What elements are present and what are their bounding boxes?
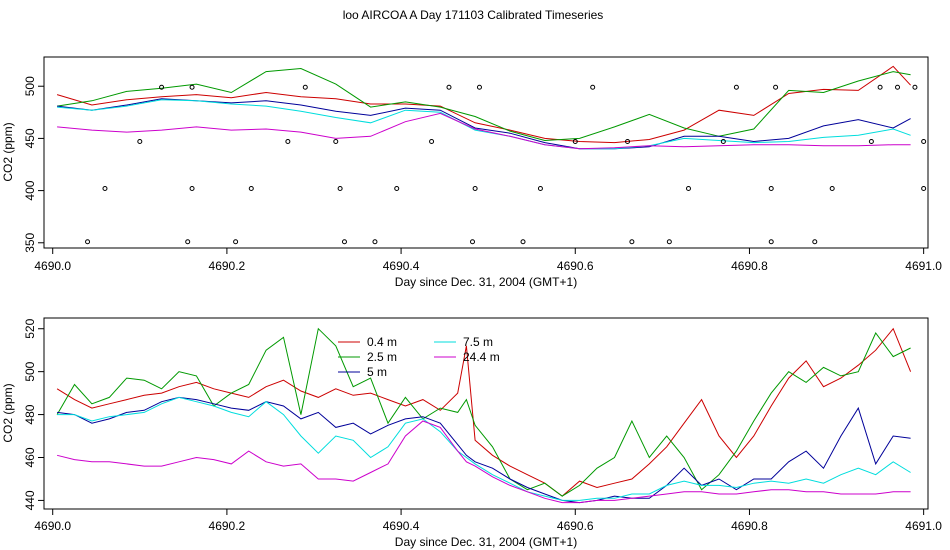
top-x-tick-label: 4690.6	[557, 259, 594, 273]
bottom-series-line-4	[56, 420, 911, 504]
bottom-series-line-2	[57, 396, 911, 504]
top-x-axis: 4690.0 4690.2 4690.4 4690.6 4690.8 4691.0	[34, 248, 942, 273]
data-point	[912, 84, 918, 90]
data-point	[572, 139, 578, 145]
data-point	[341, 239, 347, 245]
top-y-tick-label: 350	[23, 232, 37, 252]
top-y-tick-label: 450	[23, 128, 37, 148]
data-point	[159, 84, 165, 90]
top-x-tick-label: 4690.4	[383, 259, 420, 273]
top-panel: 4690.0 4690.2 4690.4 4690.6 4690.8 4691.0 350…	[1, 56, 942, 289]
data-point	[590, 84, 596, 90]
bottom-x-axis: 4690.0 4690.2 4690.4 4690.6 4690.8 4691.0	[34, 509, 942, 533]
bottom-y-tick-label: 460	[23, 447, 37, 467]
data-point	[520, 239, 526, 245]
data-point	[102, 186, 108, 192]
data-point	[446, 84, 452, 90]
bottom-series-line-1	[56, 327, 911, 497]
data-point	[921, 139, 927, 145]
bottom-x-tick-label: 4690.2	[209, 519, 246, 533]
data-point	[685, 186, 691, 192]
bottom-y-tick-label: 500	[23, 361, 37, 381]
data-point	[476, 84, 482, 90]
data-point	[868, 139, 874, 145]
data-point	[768, 186, 774, 192]
data-point	[921, 186, 927, 192]
bottom-y-tick-label: 440	[23, 490, 37, 510]
top-y-axis: 350 400 450 500	[23, 76, 44, 253]
bottom-y-axis: 440 460 480 500 520	[23, 318, 44, 510]
data-point	[85, 239, 91, 245]
bottom-x-tick-label: 4690.8	[731, 519, 768, 533]
data-point	[773, 84, 779, 90]
data-point	[337, 186, 343, 192]
data-point	[394, 186, 400, 192]
top-x-tick-label: 4690.0	[34, 259, 71, 273]
data-point	[895, 84, 901, 90]
figure-title: loo AIRCOA A Day 171103 Calibrated Times…	[343, 8, 604, 22]
top-y-tick-label: 400	[23, 180, 37, 200]
data-point	[189, 186, 195, 192]
data-point	[189, 84, 195, 90]
bottom-y-axis-label: CO2 (ppm)	[1, 383, 15, 442]
legend-label: 5 m	[367, 365, 387, 379]
data-point	[285, 139, 291, 145]
top-series-line-3	[57, 99, 911, 150]
bottom-x-axis-label: Day since Dec. 31, 2004 (GMT+1)	[395, 535, 577, 549]
legend-label: 2.5 m	[367, 350, 397, 364]
data-point	[829, 186, 835, 192]
bottom-x-tick-label: 4690.0	[34, 519, 71, 533]
top-y-axis-label: CO2 (ppm)	[1, 122, 15, 181]
data-point	[429, 139, 435, 145]
bottom-x-tick-label: 4691.0	[905, 519, 942, 533]
data-point	[233, 239, 239, 245]
bottom-y-tick-label: 480	[23, 404, 37, 424]
data-point	[372, 239, 378, 245]
top-series-line-4	[57, 112, 911, 150]
top-x-tick-label: 4691.0	[905, 259, 942, 273]
data-point	[537, 186, 543, 192]
top-x-tick-label: 4690.8	[731, 259, 768, 273]
data-point	[333, 139, 339, 145]
data-point	[812, 239, 818, 245]
data-point	[877, 84, 883, 90]
top-x-tick-label: 4690.2	[209, 259, 246, 273]
top-x-axis-label: Day since Dec. 31, 2004 (GMT+1)	[395, 275, 577, 289]
bottom-series-line-3	[57, 396, 911, 501]
data-point	[137, 139, 143, 145]
top-scatter-points	[85, 84, 927, 245]
data-point	[302, 84, 308, 90]
bottom-x-tick-label: 4690.6	[557, 519, 594, 533]
top-plot-frame	[43, 56, 929, 249]
bottom-plot-frame	[43, 317, 929, 510]
legend-label: 7.5 m	[463, 335, 493, 349]
top-y-tick-label: 500	[23, 76, 37, 96]
bottom-x-tick-label: 4690.4	[383, 519, 420, 533]
legend-label: 24.4 m	[463, 350, 500, 364]
legend-label: 0.4 m	[367, 335, 397, 349]
data-point	[629, 239, 635, 245]
legend: 0.4 m2.5 m5 m 7.5 m24.4 m	[338, 335, 500, 379]
bottom-y-tick-label: 520	[23, 318, 37, 338]
top-series-lines	[56, 65, 911, 150]
top-series-line-1	[57, 67, 911, 142]
bottom-series-line-0	[56, 327, 912, 497]
data-point	[470, 239, 476, 245]
bottom-series-lines	[56, 327, 912, 504]
data-point	[768, 239, 774, 245]
data-point	[472, 186, 478, 192]
bottom-panel: 4690.0 4690.2 4690.4 4690.6 4690.8 4691.0 440…	[1, 317, 942, 549]
data-point	[185, 239, 191, 245]
data-point	[666, 239, 672, 245]
data-point	[720, 139, 726, 145]
data-point	[248, 186, 254, 192]
data-point	[625, 139, 631, 145]
data-point	[733, 84, 739, 90]
